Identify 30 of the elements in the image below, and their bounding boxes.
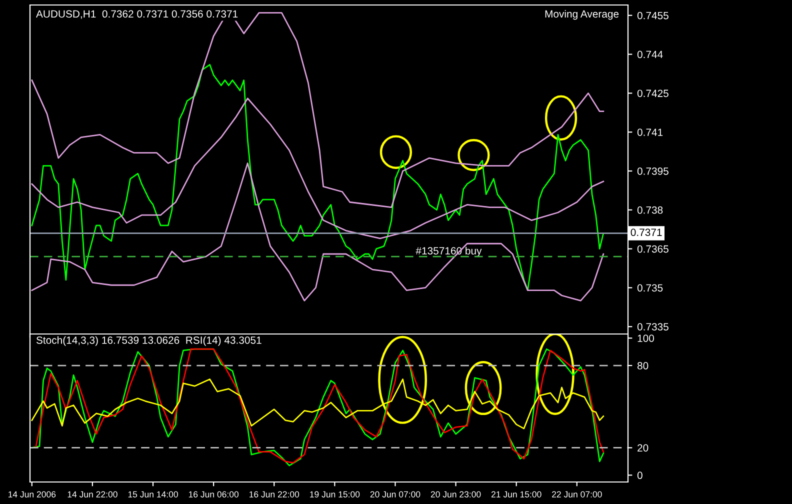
x-tick-label: 19 Jun 15:00: [310, 491, 360, 498]
x-tick-label: 15 Jun 14:00: [128, 491, 178, 498]
ref-line-label: 0.7371: [630, 228, 662, 236]
annotation: Moving Average: [545, 10, 619, 20]
x-tick-label: 22 Jun 07:00: [552, 491, 602, 498]
y-tick-label: 0.7455: [637, 12, 668, 20]
y-tick-label: 0.7395: [637, 168, 668, 175]
y-tick-label: 0.738: [637, 206, 663, 214]
line-series: [31, 162, 604, 302]
y-tick-label: 0: [637, 472, 642, 480]
x-tick-label: 14 Jun 22:00: [68, 491, 118, 498]
chart-title: Stoch(14,3,3) 16.7539 13.0626 RSI(14) 43.3051: [36, 336, 262, 346]
line-series: [31, 64, 604, 292]
y-tick-label: 0.744: [637, 50, 663, 58]
x-tick-label: 20 Jun 07:00: [370, 491, 420, 498]
chart-title: AUDUSD,H1 0.7362 0.7371 0.7356 0.7371: [36, 10, 238, 19]
x-tick-label: 16 Jun 22:00: [249, 491, 300, 498]
x-tick-label: 16 Jun 06:00: [188, 491, 239, 498]
y-tick-label: 100: [638, 334, 654, 342]
x-tick-label: 14 Jun 2006: [8, 491, 56, 498]
y-tick-label: 0.7365: [637, 245, 668, 253]
x-tick-label: 21 Jun 15:00: [491, 491, 542, 498]
y-tick-label: 0.735: [637, 284, 663, 292]
y-tick-label: 0.7335: [637, 323, 668, 330]
y-tick-label: 20: [638, 444, 648, 452]
x-tick-label: 20 Jun 23:00: [430, 491, 481, 498]
line-series: [31, 98, 604, 240]
y-tick-label: 80: [637, 362, 648, 370]
y-tick-label: 0.741: [637, 128, 663, 136]
y-tick-label: 0.7425: [637, 90, 668, 98]
